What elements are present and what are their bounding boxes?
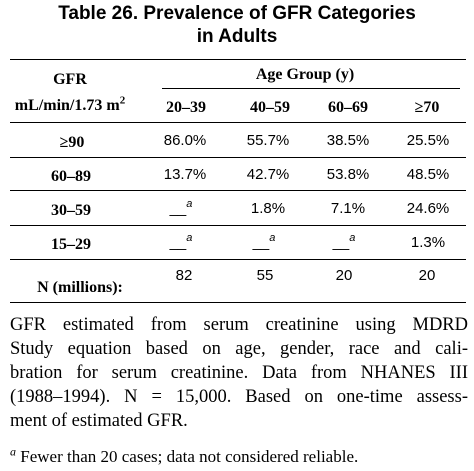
- row-label-gfr-90-plus: ≥90: [59, 134, 85, 151]
- footnote-text: Fewer than 20 cases; data not considered…: [16, 447, 359, 466]
- table-cell: 48.5%: [406, 166, 450, 183]
- row-label-gfr-15-29: 15–29: [51, 236, 91, 253]
- table-cell: __a: [169, 232, 193, 252]
- table-cell: 7.1%: [330, 200, 366, 217]
- row-rule: [10, 259, 466, 260]
- footnote-mark: a: [349, 232, 356, 244]
- table-cell: 42.7%: [246, 166, 290, 183]
- row-label-gfr-30-59: 30–59: [51, 202, 91, 219]
- note-line: (1988–1994). N = 15,000. Based on one-ti…: [10, 387, 468, 407]
- table-cell: 55: [256, 267, 274, 284]
- missing-value-dash: __: [252, 234, 270, 251]
- header-rule: [10, 122, 466, 123]
- note-line: ment of estimated GFR.: [10, 411, 188, 431]
- table-note: GFR estimated from serum creatinine usin…: [10, 313, 468, 433]
- missing-value-dash: __: [332, 234, 350, 251]
- age-group-rule: [162, 88, 460, 89]
- table-cell: 20: [335, 267, 353, 284]
- row-rule: [10, 157, 466, 158]
- title-line-2: in Adults: [196, 26, 278, 47]
- footnote-mark: a: [269, 232, 276, 244]
- note-line: Study equation based on age, gender, rac…: [10, 339, 468, 359]
- gfr-header-line-2: mL/min/1.73 m2: [14, 94, 126, 115]
- table-title: Table 26. Prevalence of GFR Categories i…: [0, 2, 474, 48]
- table-cell: 55.7%: [246, 132, 290, 149]
- note-line: GFR estimated from serum creatinine usin…: [10, 315, 468, 335]
- footnote-mark: a: [186, 198, 193, 210]
- row-rule: [10, 190, 466, 191]
- note-line: bration for serum creatinine. Data from …: [10, 363, 468, 383]
- top-rule: [10, 59, 466, 60]
- table-cell: 53.8%: [326, 166, 370, 183]
- table-cell: 38.5%: [326, 132, 370, 149]
- footnote-mark: a: [10, 444, 16, 459]
- column-header-70-plus: ≥70: [414, 99, 440, 116]
- row-label-n-millions: N (millions):: [37, 279, 123, 296]
- title-line-1: Table 26. Prevalence of GFR Categories: [58, 3, 416, 24]
- table-cell: 82: [175, 267, 193, 284]
- bottom-rule: [10, 302, 466, 303]
- table-cell: __a: [252, 232, 276, 252]
- gfr-header-line-1: GFR: [53, 71, 87, 88]
- column-header-40-59: 40–59: [250, 99, 290, 116]
- missing-value-dash: __: [169, 234, 187, 251]
- table-cell: 1.8%: [250, 200, 286, 217]
- table-cell: __a: [332, 232, 356, 252]
- row-rule: [10, 225, 466, 226]
- missing-value-dash: __: [169, 200, 187, 217]
- table-cell: 1.3%: [410, 234, 446, 251]
- row-label-gfr-60-89: 60–89: [51, 168, 91, 185]
- table-cell: 20: [418, 267, 436, 284]
- table-cell: __a: [169, 198, 193, 218]
- gfr-header-unit-sup: 2: [119, 94, 126, 107]
- footnote: a Fewer than 20 cases; data not consider…: [10, 444, 359, 467]
- table-cell: 86.0%: [163, 132, 207, 149]
- table-cell: 13.7%: [163, 166, 207, 183]
- table-cell: 25.5%: [406, 132, 450, 149]
- column-header-60-69: 60–69: [328, 99, 368, 116]
- column-header-20-39: 20–39: [166, 99, 206, 116]
- table-cell: 24.6%: [406, 200, 450, 217]
- footnote-mark: a: [186, 232, 193, 244]
- age-group-header: Age Group (y): [255, 66, 355, 83]
- gfr-header-unit: mL/min/1.73 m: [14, 97, 120, 114]
